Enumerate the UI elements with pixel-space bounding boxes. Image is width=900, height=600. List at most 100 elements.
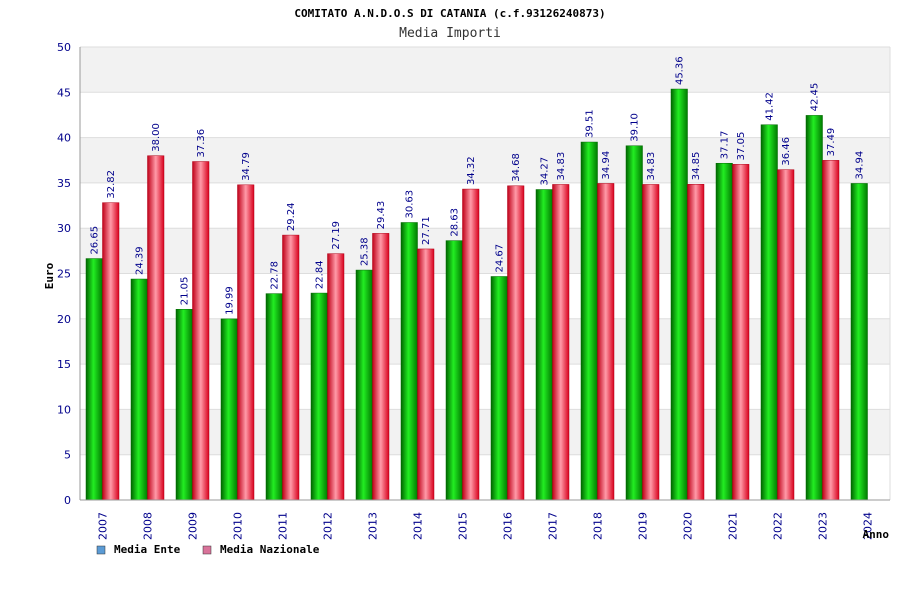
value-label-media-ente-2019: 39.10 xyxy=(630,113,641,142)
bar-media-nazionale-2019 xyxy=(642,184,660,501)
y-tick-label: 15 xyxy=(57,358,71,371)
bar-media-ente-2018 xyxy=(580,141,598,501)
value-label-media-ente-2021: 37.17 xyxy=(720,131,731,160)
bar-media-nazionale-2017 xyxy=(552,184,570,501)
y-tick-label: 25 xyxy=(57,268,71,281)
y-tick-label: 10 xyxy=(57,403,71,416)
y-tick-label: 30 xyxy=(57,222,71,235)
value-label-media-nazionale-2009: 37.36 xyxy=(196,129,207,158)
grid-band xyxy=(80,409,890,455)
value-label-media-nazionale-2010: 34.79 xyxy=(241,152,252,181)
y-tick-label: 40 xyxy=(57,132,71,145)
value-label-media-ente-2023: 42.45 xyxy=(810,83,821,112)
bar-media-nazionale-2018 xyxy=(597,183,615,501)
x-tick-label-2009: 2009 xyxy=(187,512,200,540)
value-label-media-ente-2012: 22.84 xyxy=(315,260,326,289)
legend-label-media-ente: Media Ente xyxy=(114,543,181,556)
bar-media-nazionale-2021 xyxy=(732,164,750,501)
x-tick-label-2015: 2015 xyxy=(457,512,470,540)
x-tick-label-2012: 2012 xyxy=(322,512,335,540)
grid-band xyxy=(80,228,890,274)
bar-media-nazionale-2014 xyxy=(417,248,435,501)
value-label-media-nazionale-2011: 29.24 xyxy=(286,202,297,231)
bar-media-ente-2012 xyxy=(310,292,328,501)
x-tick-label-2011: 2011 xyxy=(277,512,290,540)
value-labels: 26.65 32.82 24.39 38.00 21.05 37.36 19.99 34.79… xyxy=(90,56,866,314)
x-tick-label-2021: 2021 xyxy=(727,512,740,540)
bar-media-nazionale-2013 xyxy=(372,233,390,501)
x-tick-label-2013: 2013 xyxy=(367,512,380,540)
bar-media-nazionale-2007 xyxy=(102,202,120,501)
bar-media-ente-2024 xyxy=(850,183,868,501)
grid-bands xyxy=(80,46,891,501)
value-label-media-ente-2011: 22.78 xyxy=(270,261,281,290)
x-tick-label-2008: 2008 xyxy=(142,512,155,540)
bar-media-ente-2017 xyxy=(535,189,553,501)
value-label-media-ente-2007: 26.65 xyxy=(90,226,101,255)
bar-media-ente-2022 xyxy=(760,124,778,501)
bar-media-nazionale-2008 xyxy=(147,155,165,501)
bar-media-ente-2007 xyxy=(85,258,103,501)
legend-label-media-nazionale: Media Nazionale xyxy=(220,543,320,556)
bar-media-nazionale-2009 xyxy=(192,161,210,501)
value-label-media-nazionale-2020: 34.85 xyxy=(691,152,702,181)
grid-band xyxy=(80,318,890,365)
grid-band xyxy=(80,454,890,500)
bar-media-nazionale-2015 xyxy=(462,188,480,501)
value-label-media-nazionale-2008: 38.00 xyxy=(151,123,162,152)
value-label-media-ente-2020: 45.36 xyxy=(675,56,686,85)
bar-media-nazionale-2010 xyxy=(237,184,255,501)
bar-media-ente-2019 xyxy=(625,145,643,501)
bar-media-nazionale-2022 xyxy=(777,169,795,501)
grid-band xyxy=(80,47,890,93)
bar-media-ente-2011 xyxy=(265,293,283,501)
x-tick-label-2022: 2022 xyxy=(772,512,785,540)
bar-media-ente-2010 xyxy=(220,318,238,501)
value-label-media-nazionale-2018: 34.94 xyxy=(601,151,612,180)
x-tick-label-2023: 2023 xyxy=(817,512,830,540)
value-label-media-ente-2015: 28.63 xyxy=(450,208,461,237)
legend-swatch-media-ente xyxy=(96,545,106,555)
value-label-media-ente-2022: 41.42 xyxy=(765,92,776,121)
x-tick-label-2016: 2016 xyxy=(502,512,515,540)
grid-band xyxy=(80,364,890,410)
y-tick-label: 50 xyxy=(57,41,71,54)
value-label-media-nazionale-2017: 34.83 xyxy=(556,152,567,181)
x-tick-label-2014: 2014 xyxy=(412,512,425,540)
value-label-media-ente-2013: 25.38 xyxy=(360,237,371,266)
bar-media-ente-2016 xyxy=(490,276,508,501)
x-tick-label-2019: 2019 xyxy=(637,512,650,540)
value-label-media-nazionale-2007: 32.82 xyxy=(106,170,117,199)
value-label-media-ente-2018: 39.51 xyxy=(585,109,596,138)
x-tick-label-2017: 2017 xyxy=(547,512,560,540)
value-label-media-ente-2008: 24.39 xyxy=(135,246,146,275)
x-tick-label-2020: 2020 xyxy=(682,512,695,540)
legend: Media Ente Media Nazionale xyxy=(96,543,320,556)
x-tick-label-2018: 2018 xyxy=(592,512,605,540)
value-label-media-nazionale-2015: 34.32 xyxy=(466,156,477,185)
x-axis-ticks: 2007 2008 2009 2010 2011 2012 2013 2014 2015 2016… xyxy=(97,512,875,540)
bar-media-nazionale-2023 xyxy=(822,160,840,501)
chart-title: COMITATO A.N.D.O.S DI CATANIA (c.f.93126… xyxy=(294,7,605,20)
x-tick-label-2007: 2007 xyxy=(97,512,110,540)
x-axis-label: Anno xyxy=(863,528,890,541)
y-tick-label: 5 xyxy=(64,449,71,462)
grid-band xyxy=(80,137,890,183)
bar-media-ente-2014 xyxy=(400,222,418,501)
y-axis-ticks: 0 5 10 15 20 25 30 35 40 45 50 xyxy=(57,41,71,507)
value-label-media-nazionale-2021: 37.05 xyxy=(736,132,747,161)
value-label-media-nazionale-2014: 27.71 xyxy=(421,216,432,245)
value-label-media-nazionale-2016: 34.68 xyxy=(511,153,522,182)
x-tick-label-2010: 2010 xyxy=(232,512,245,540)
bar-media-ente-2021 xyxy=(715,162,733,501)
value-label-media-ente-2017: 34.27 xyxy=(540,157,551,186)
x-tick-label-2024: 2024 xyxy=(862,512,875,540)
legend-swatch-media-nazionale xyxy=(202,545,212,555)
y-tick-label: 0 xyxy=(64,494,71,507)
bar-media-nazionale-2016 xyxy=(507,185,525,501)
bar-media-ente-2015 xyxy=(445,240,463,501)
value-label-media-ente-2009: 21.05 xyxy=(180,277,191,306)
value-label-media-ente-2016: 24.67 xyxy=(495,244,506,273)
